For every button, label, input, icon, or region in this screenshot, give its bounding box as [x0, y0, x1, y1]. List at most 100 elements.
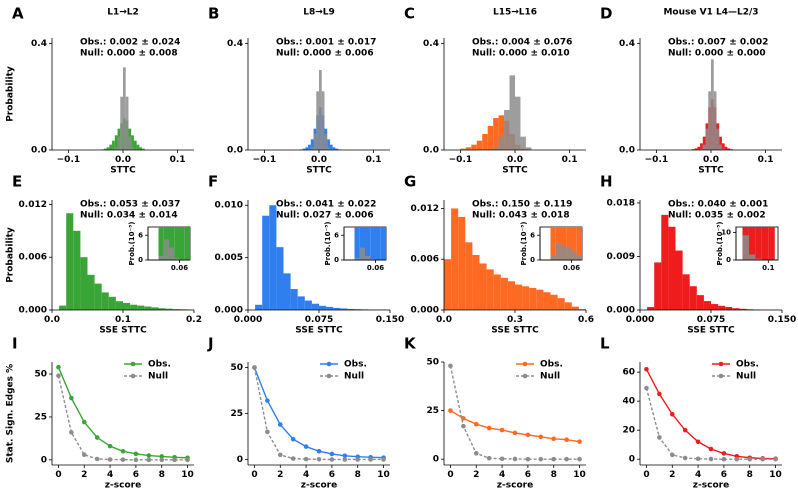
annotation: Null: 0.043 ± 0.018 [472, 211, 570, 221]
series-marker [708, 456, 714, 462]
annotation: Null: 0.000 ± 0.008 [80, 49, 178, 59]
annotation: Obs.: 0.040 ± 0.001 [668, 200, 768, 210]
series-marker [159, 457, 165, 463]
histogram-bar [115, 301, 123, 310]
histogram-bar [465, 242, 473, 310]
histogram-bar [721, 148, 725, 150]
series-line [449, 365, 580, 460]
annotation: Null: 0.000 ± 0.010 [472, 49, 570, 59]
series-marker [290, 456, 296, 461]
x-tick-label: 8 [355, 470, 361, 480]
series-marker [564, 456, 569, 462]
histogram-bar [711, 59, 714, 151]
histogram-bar [500, 277, 508, 310]
panel-letter: C [404, 5, 415, 23]
y-tick-label: 10 [721, 229, 731, 237]
histogram-bar [158, 255, 164, 260]
x-tick-label: 4 [695, 470, 701, 480]
histogram-bar [365, 255, 371, 260]
panel-letter: J [207, 335, 214, 353]
histogram-bar [142, 148, 145, 150]
histogram-bar [493, 147, 499, 150]
histogram-bar [451, 208, 459, 310]
x-tick-label: 0.1 [762, 264, 775, 272]
y-tick-label: 0.018 [607, 198, 635, 208]
histogram-bar [718, 305, 726, 310]
x-tick-label: 2 [473, 470, 479, 480]
histogram-bar [354, 257, 360, 260]
histogram-bar [184, 227, 190, 260]
series-line [57, 375, 188, 461]
histogram-bar [327, 147, 330, 150]
histogram-bar [696, 295, 704, 310]
legend-label: Obs. [736, 360, 759, 370]
y-axis-label: Prob.(10⁻⁵) [716, 222, 724, 266]
y-tick-label: 0.000 [215, 306, 243, 316]
legend-label: Null [540, 372, 560, 382]
y-tick-label: 0.4 [619, 39, 635, 49]
histogram-bar [125, 96, 129, 150]
histogram-bar [675, 250, 683, 310]
histogram-bar [755, 258, 762, 260]
histogram-bar [444, 259, 452, 310]
y-tick-label: 25 [426, 406, 439, 416]
x-tick-label: 8 [551, 470, 557, 480]
histogram-bar [748, 254, 756, 260]
histogram-bar [719, 136, 722, 150]
histogram-bar [727, 148, 731, 150]
histogram-bar [525, 147, 532, 150]
histogram-bar [661, 214, 669, 310]
y-tick-label: 0 [334, 256, 339, 264]
histogram-bar [694, 148, 698, 150]
y-tick-label: 0.0 [31, 146, 47, 156]
histogram-bar [571, 306, 579, 310]
panel-title: Mouse V1 L4—L2/3 [663, 8, 758, 18]
legend-marker [130, 373, 136, 379]
histogram-bar [290, 289, 298, 310]
series-marker [669, 452, 675, 458]
legend-marker [130, 361, 136, 367]
histogram-bar [725, 307, 733, 310]
y-axis-label: Probability [6, 66, 16, 122]
histogram-bar [131, 135, 134, 150]
series-marker [368, 457, 373, 462]
histogram-bar [324, 134, 328, 150]
histogram-bar [136, 144, 140, 150]
histogram-bar [458, 216, 466, 310]
histogram-bar [654, 262, 662, 310]
histogram-bar [327, 139, 330, 150]
y-tick-label: 6 [334, 231, 339, 239]
series-marker [342, 453, 348, 459]
x-axis-label: STTC [306, 166, 332, 176]
histogram-bar [120, 96, 123, 150]
series-marker [461, 416, 466, 421]
histogram-bar [305, 147, 309, 150]
panel-letter: E [12, 173, 22, 191]
series-marker [682, 427, 688, 433]
x-tick-label: 0 [251, 470, 257, 480]
y-tick-label: 0.012 [19, 200, 47, 210]
histogram-bar [520, 136, 526, 150]
series-marker [695, 456, 701, 462]
legend-label: Obs. [148, 360, 171, 370]
y-tick-label: 40 [622, 397, 635, 407]
legend-label: Obs. [344, 360, 367, 370]
histogram-bar [359, 247, 365, 260]
histogram-bar [316, 91, 319, 150]
histogram-bar [304, 300, 312, 310]
x-axis-label: z-score [105, 481, 141, 491]
series-marker [538, 456, 544, 462]
series-marker [107, 457, 113, 462]
histogram-bar [507, 281, 515, 310]
histogram-bar [172, 309, 180, 310]
series-marker [69, 395, 74, 401]
histogram-bar [174, 227, 180, 260]
series-marker [277, 422, 283, 427]
series-marker [290, 436, 296, 442]
series-marker [657, 391, 662, 397]
series-marker [316, 448, 322, 454]
x-tick-label: 10 [181, 470, 194, 480]
histogram-bar [578, 309, 586, 310]
series-marker [146, 457, 152, 463]
y-tick-label: 0.000 [607, 306, 635, 316]
